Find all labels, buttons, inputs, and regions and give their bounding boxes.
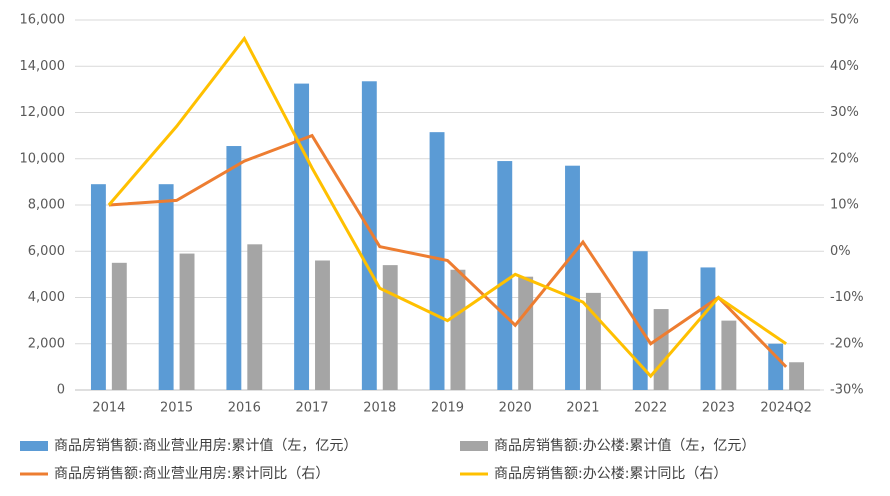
legend-swatch (460, 441, 488, 451)
bar (361, 81, 377, 390)
y-tick-label: 12,000 (20, 105, 66, 120)
x-tick-label: 2022 (634, 401, 667, 416)
bar (653, 309, 669, 390)
y2-tick-label: 0% (830, 244, 851, 259)
y2-tick-label: -10% (830, 290, 864, 305)
y-tick-label: 0 (57, 383, 65, 398)
y-tick-label: 16,000 (20, 13, 66, 28)
legend-label: 商品房销售额:办公楼:累计值（左，亿元） (494, 438, 755, 454)
y2-tick-label: 50% (830, 13, 859, 28)
y2-tick-label: 30% (830, 105, 859, 120)
bar (158, 184, 174, 390)
line (108, 133, 788, 368)
bar (768, 343, 784, 390)
bar (565, 165, 580, 390)
y-tick-label: 2,000 (28, 336, 65, 351)
legend-label: 商品房销售额:商业营业用房:累计值（左，亿元） (54, 438, 357, 454)
x-tick-label: 2015 (160, 401, 193, 416)
x-tick-label: 2018 (363, 401, 396, 416)
legend-label: 商品房销售额:办公楼:累计同比（右） (494, 466, 727, 482)
y-tick-label: 8,000 (28, 198, 65, 213)
y2-tick-label: -20% (830, 336, 864, 351)
legend-label: 商品房销售额:商业营业用房:累计同比（右） (54, 466, 329, 482)
bar (518, 276, 534, 390)
x-tick-label: 2023 (702, 401, 735, 416)
bar (90, 184, 106, 390)
x-tick-label: 2021 (566, 401, 599, 416)
y2-tick-label: 20% (830, 151, 859, 166)
y2-tick-label: -30% (830, 383, 864, 398)
bar (382, 265, 398, 390)
y-tick-label: 14,000 (20, 59, 66, 74)
line (107, 35, 787, 379)
legend-swatch (20, 441, 48, 451)
y-tick-label: 6,000 (28, 244, 65, 259)
y-tick-label: 10,000 (20, 151, 66, 166)
bar (111, 262, 127, 390)
bar (789, 362, 805, 390)
bar (721, 320, 737, 390)
x-tick-label: 2014 (92, 401, 125, 416)
x-tick-label: 2017 (295, 401, 328, 416)
bar (700, 267, 716, 390)
bar (429, 132, 445, 390)
y2-tick-label: 10% (830, 198, 859, 213)
bar (632, 251, 648, 390)
x-tick-label: 2020 (499, 401, 532, 416)
x-tick-label: 2016 (228, 401, 261, 416)
y-tick-label: 4,000 (28, 290, 65, 305)
bar (450, 269, 466, 390)
bar (247, 244, 263, 390)
x-tick-label: 2019 (431, 401, 464, 416)
bar (226, 146, 242, 390)
y2-tick-label: 40% (830, 59, 859, 74)
bar (315, 260, 330, 390)
bar (294, 83, 310, 390)
bar (497, 161, 513, 390)
x-tick-label: 2024Q2 (760, 401, 812, 416)
bar (179, 253, 195, 390)
